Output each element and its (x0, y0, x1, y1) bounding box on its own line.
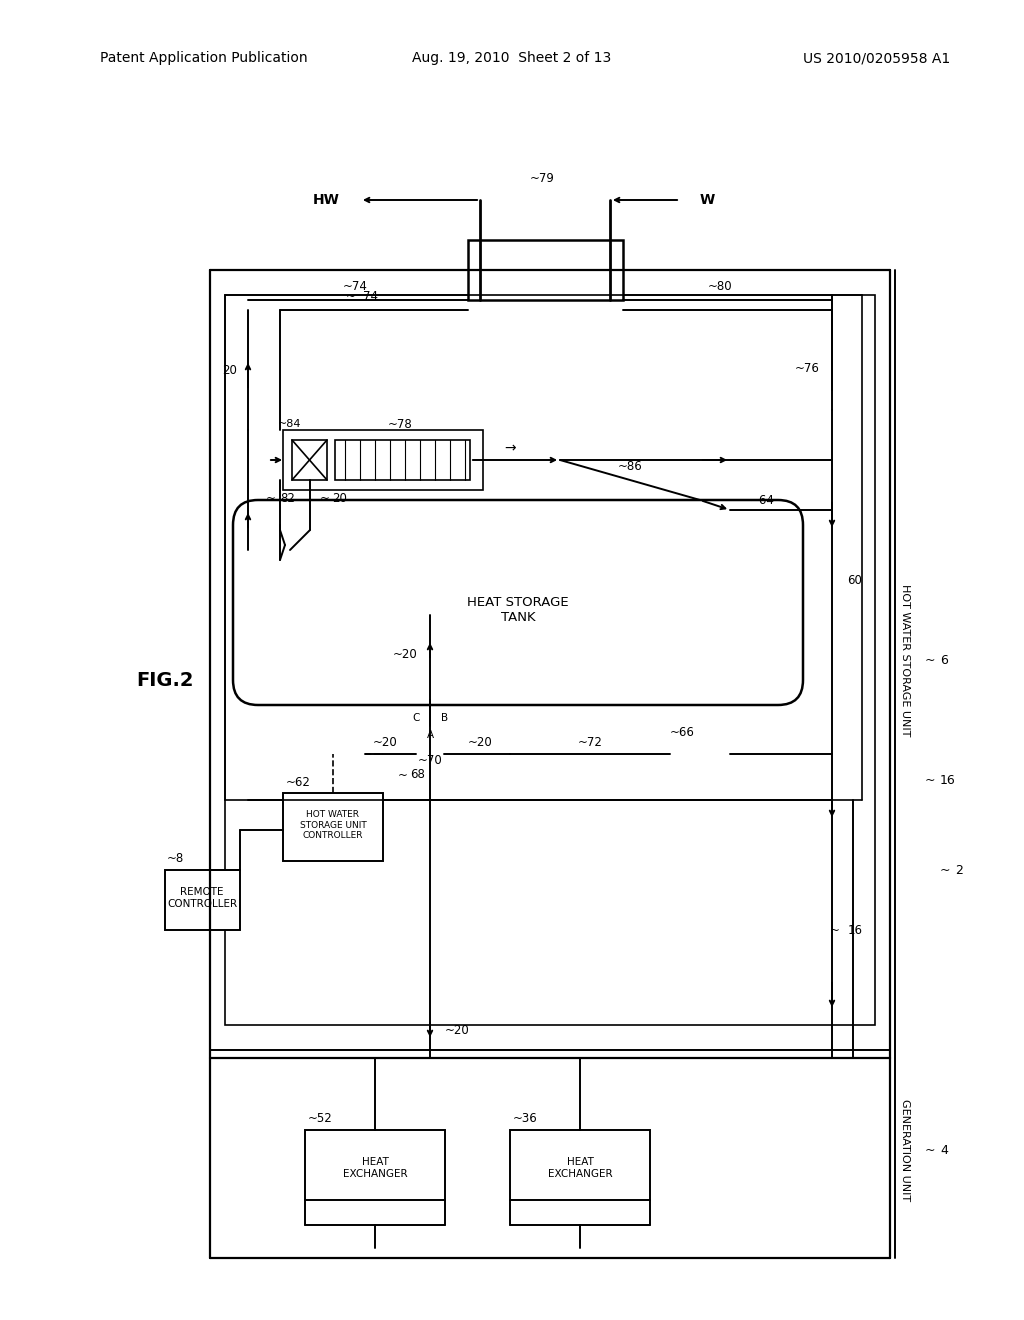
Text: 16: 16 (848, 924, 863, 936)
Text: HOT WATER STORAGE UNIT: HOT WATER STORAGE UNIT (900, 583, 910, 737)
Text: 4: 4 (940, 1143, 948, 1156)
Text: ~: ~ (398, 768, 408, 781)
Text: 20: 20 (222, 363, 237, 376)
Text: ~62: ~62 (286, 776, 311, 788)
Text: B: B (441, 713, 449, 723)
Text: ~76: ~76 (795, 362, 820, 375)
Text: 16: 16 (940, 774, 955, 787)
Text: 60: 60 (847, 573, 862, 586)
Text: ~: ~ (346, 289, 356, 302)
Text: ~20: ~20 (393, 648, 418, 661)
Text: HEAT
EXCHANGER: HEAT EXCHANGER (548, 1158, 612, 1179)
Text: →: → (504, 441, 516, 455)
Text: Aug. 19, 2010  Sheet 2 of 13: Aug. 19, 2010 Sheet 2 of 13 (413, 51, 611, 65)
Text: HEAT
EXCHANGER: HEAT EXCHANGER (343, 1158, 408, 1179)
Bar (510, 1130, 650, 1200)
Text: ~8: ~8 (167, 851, 184, 865)
Text: 20: 20 (333, 491, 347, 504)
Text: 74: 74 (362, 289, 378, 302)
Bar (283, 793, 383, 861)
Text: ~20: ~20 (373, 735, 397, 748)
Text: ~72: ~72 (578, 735, 602, 748)
Text: ~79: ~79 (530, 172, 555, 185)
Bar (165, 870, 240, 931)
Bar (283, 430, 483, 490)
Text: GENERATION UNIT: GENERATION UNIT (900, 1100, 910, 1201)
Text: ~: ~ (266, 491, 276, 504)
Bar (210, 1059, 890, 1258)
Text: ~: ~ (925, 653, 935, 667)
Text: ~70: ~70 (418, 754, 442, 767)
Text: ~64: ~64 (750, 494, 775, 507)
Text: HW: HW (313, 193, 340, 207)
Bar (210, 271, 890, 1049)
Text: ~: ~ (321, 491, 330, 504)
Text: ~: ~ (925, 774, 935, 787)
Text: ~: ~ (939, 863, 950, 876)
Text: HEAT STORAGE
TANK: HEAT STORAGE TANK (467, 597, 568, 624)
Text: 6: 6 (940, 653, 948, 667)
Text: ~78: ~78 (388, 417, 413, 430)
Text: ~: ~ (925, 1143, 935, 1156)
Text: 82: 82 (281, 491, 296, 504)
Text: ~80: ~80 (708, 280, 732, 293)
Text: ~84: ~84 (279, 418, 302, 429)
Text: FIG.2: FIG.2 (136, 671, 194, 689)
Bar (292, 440, 327, 480)
Text: ~36: ~36 (513, 1111, 538, 1125)
Text: ~86: ~86 (617, 459, 642, 473)
Text: 2: 2 (955, 863, 963, 876)
Text: W: W (700, 193, 715, 207)
Text: ~74: ~74 (343, 280, 368, 293)
Bar (225, 294, 874, 1026)
Bar (468, 240, 623, 300)
Text: ~66: ~66 (670, 726, 695, 738)
Text: ~20: ~20 (468, 735, 493, 748)
Bar (335, 440, 470, 480)
Text: 68: 68 (411, 768, 425, 781)
Text: ~52: ~52 (308, 1111, 333, 1125)
Text: US 2010/0205958 A1: US 2010/0205958 A1 (803, 51, 950, 65)
Text: HOT WATER
STORAGE UNIT
CONTROLLER: HOT WATER STORAGE UNIT CONTROLLER (300, 810, 367, 840)
Text: ~20: ~20 (445, 1023, 470, 1036)
Text: C: C (413, 713, 420, 723)
Text: Patent Application Publication: Patent Application Publication (100, 51, 307, 65)
Text: A: A (426, 730, 433, 741)
Text: REMOTE
CONTROLLER: REMOTE CONTROLLER (167, 887, 238, 908)
Text: ~: ~ (830, 924, 840, 936)
Bar (305, 1130, 445, 1200)
